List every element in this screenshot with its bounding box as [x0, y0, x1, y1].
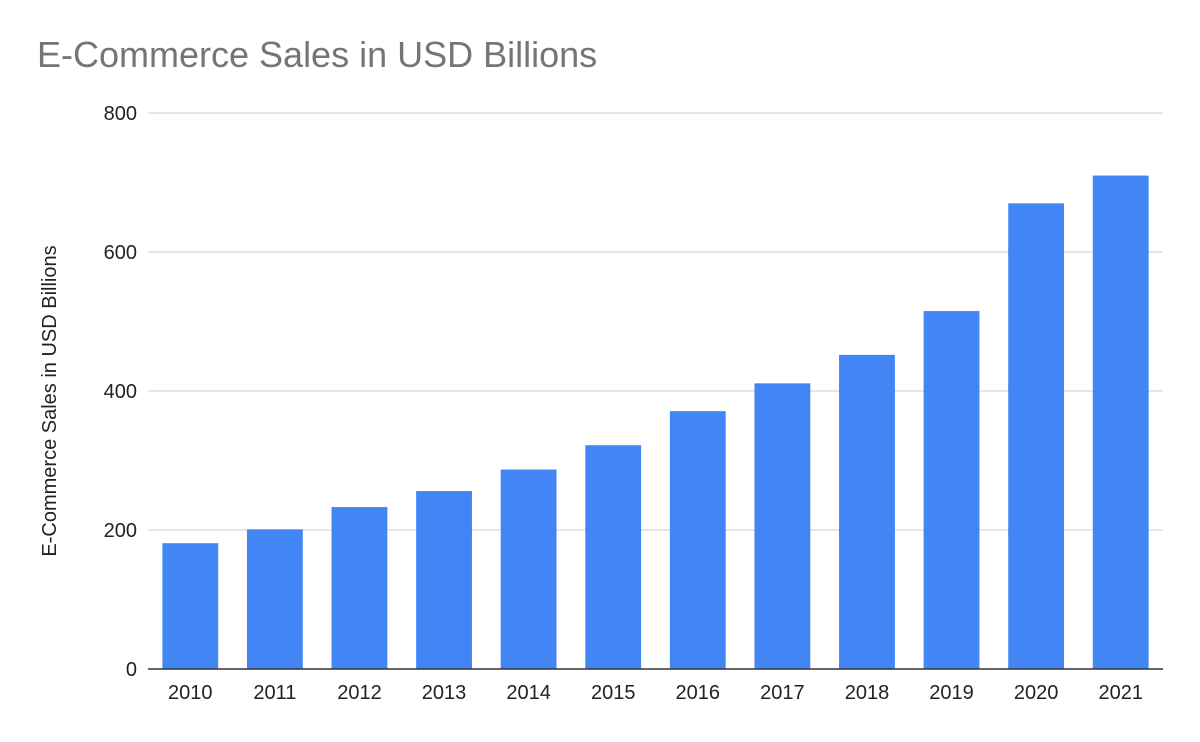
- x-tick-label: 2019: [929, 682, 974, 704]
- bar-2017: [754, 383, 811, 669]
- y-tick-label: 800: [104, 103, 137, 125]
- x-tick-label: 2015: [591, 682, 636, 704]
- axes: 0 200 400 600 800 2010 2011 2012 2013 2014 2015 201…: [104, 103, 1163, 704]
- bar-2020: [1008, 203, 1065, 669]
- bar-2014: [500, 469, 557, 669]
- x-tick-label: 2012: [337, 682, 382, 704]
- y-tick-label: 0: [126, 659, 137, 681]
- y-tick-label: 400: [104, 381, 137, 403]
- x-tick-label: 2017: [760, 682, 805, 704]
- x-tick-label: 2010: [168, 682, 213, 704]
- chart-title: E-Commerce Sales in USD Billions: [37, 34, 598, 75]
- bar-2013: [416, 491, 472, 669]
- bar-2021: [1092, 175, 1149, 670]
- bar-2018: [839, 354, 895, 669]
- x-tick-label: 2018: [845, 682, 890, 704]
- y-axis-title: E-Commerce Sales in USD Billions: [39, 245, 61, 556]
- y-tick-label: 600: [104, 242, 137, 264]
- y-tick-label: 200: [104, 520, 137, 542]
- bar-2016: [669, 411, 726, 669]
- x-tick-label: 2013: [422, 682, 467, 704]
- x-tick-label: 2014: [506, 682, 551, 704]
- bar-2012: [331, 507, 388, 669]
- bars: [162, 175, 1149, 670]
- x-tick-label: 2011: [253, 682, 296, 704]
- x-tick-label: 2020: [1014, 682, 1059, 704]
- gridlines: [148, 112, 1163, 531]
- bar-2010: [162, 543, 219, 669]
- bar-2011: [246, 529, 303, 669]
- x-tick-label: 2016: [676, 682, 721, 704]
- bar-2015: [585, 445, 642, 669]
- x-tick-label: 2021: [1098, 682, 1143, 704]
- bar-2019: [923, 311, 980, 669]
